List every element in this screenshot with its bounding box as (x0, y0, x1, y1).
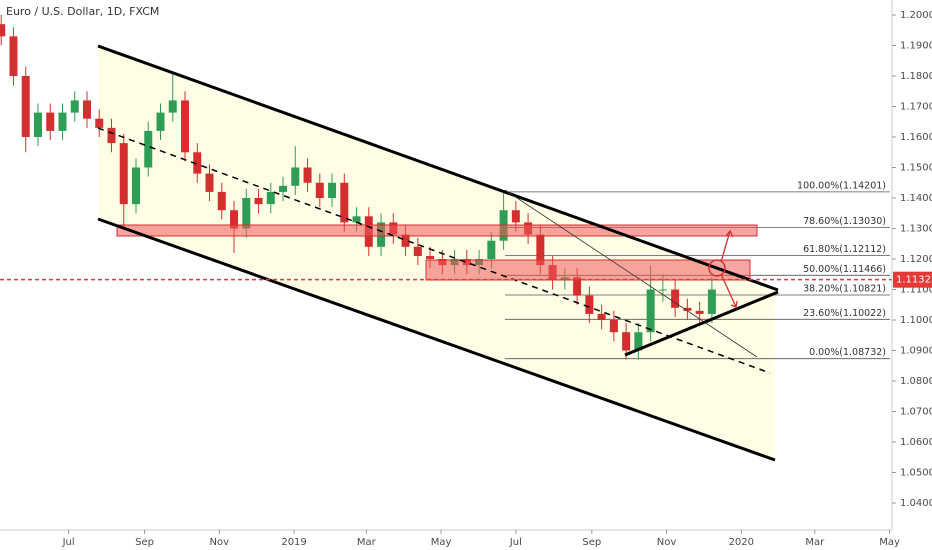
candle-body (622, 332, 631, 351)
y-tick-label: 1.18000 (900, 71, 932, 82)
candle-body (9, 36, 18, 77)
fib-label: 0.00%(1.08732) (809, 347, 886, 358)
candle-body (291, 167, 300, 186)
candle-body (671, 289, 680, 308)
y-tick-label: 1.08000 (900, 376, 932, 387)
candle-body (266, 191, 275, 205)
y-tick-label: 1.09000 (900, 346, 932, 357)
candle-body (352, 216, 361, 223)
candle-body (217, 191, 226, 211)
overlay: 100.00%(1.14201) 78.60%(1.13030) 61.80%(1.… (0, 180, 892, 358)
candle-body (573, 277, 582, 296)
y-tick-label: 1.19000 (900, 41, 932, 52)
candle-body (193, 152, 202, 174)
fib-label: 78.60%(1.13030) (803, 216, 886, 227)
candle-body (230, 210, 239, 229)
y-tick-label: 1.04000 (900, 498, 932, 509)
fib-label: 23.60%(1.10022) (803, 308, 886, 319)
y-tick-label: 1.20000 (900, 10, 932, 21)
y-tick-label: 1.11000 (900, 285, 932, 296)
last-price-box (893, 271, 932, 288)
x-tick-label: May (879, 537, 900, 548)
last-price-label: 1.11322 (896, 275, 932, 286)
candle-body (70, 100, 79, 113)
candle-body (658, 289, 667, 291)
channel-fill (98, 46, 775, 460)
fib-label: 50.00%(1.11466) (803, 264, 886, 275)
y-tick-label: 1.06000 (900, 437, 932, 448)
x-tick-label: Sep (582, 537, 601, 548)
candle-body (511, 210, 520, 223)
x-tick-label: Nov (210, 537, 230, 548)
candle-body (634, 332, 643, 351)
candle-body (707, 289, 716, 314)
candle-body (168, 100, 177, 113)
x-tick-label: Mar (357, 537, 377, 548)
channel-top (97, 44, 779, 292)
candle-body (597, 313, 606, 321)
candle-body (254, 198, 263, 205)
y-tick-label: 1.12000 (900, 254, 932, 265)
x-tick-label: May (431, 537, 452, 548)
candle-body (242, 198, 251, 229)
candle-body (303, 167, 312, 183)
candle-body (205, 173, 214, 192)
candle-body (82, 100, 91, 119)
y-tick-label: 1.17000 (900, 102, 932, 113)
marker-circle (708, 259, 726, 277)
candle-body (413, 246, 422, 256)
candle-body (536, 234, 545, 266)
candle-body (181, 100, 190, 153)
candle-body (315, 182, 324, 199)
scenario-arrows (720, 229, 738, 308)
candle-body (328, 182, 337, 199)
y-tick-label: 1.15000 (900, 163, 932, 174)
candle-body (695, 310, 704, 314)
y-tick-label: 1.07000 (900, 407, 932, 418)
candle-body (95, 118, 104, 128)
y-tick-label: 1.14000 (900, 193, 932, 204)
y-tick-label: 1.13000 (900, 224, 932, 235)
candle-body (279, 185, 288, 192)
fib-label: 100.00%(1.14201) (797, 180, 886, 191)
candle-body (119, 143, 128, 205)
resistance-zone (116, 224, 758, 237)
candle-body (33, 112, 42, 138)
x-tick-label: Sep (135, 537, 154, 548)
candle-body (46, 112, 55, 131)
chart-title: Euro / U.S. Dollar, 1D, FXCM (6, 5, 159, 18)
candle-body (585, 295, 594, 314)
candle-body (646, 289, 655, 333)
candle-body (401, 234, 410, 247)
candle-body (609, 320, 618, 333)
candle-body (487, 240, 496, 260)
x-tick-label: Mar (805, 537, 825, 548)
candle-body (0, 24, 6, 37)
candle-body (426, 255, 435, 260)
candle-body (107, 127, 116, 144)
candle-body (58, 112, 67, 131)
channel-bottom (97, 217, 776, 462)
y-tick-label: 1.10000 (900, 315, 932, 326)
candle-body (340, 182, 349, 223)
y-tick-label: 1.16000 (900, 132, 932, 143)
candle-body (144, 130, 153, 168)
x-tick-label: Jul (509, 537, 522, 548)
x-tick-label: 2019 (281, 537, 306, 548)
triangle-base (624, 290, 779, 357)
candle-body (132, 167, 141, 205)
candle-body (21, 76, 30, 138)
candle-body (156, 112, 165, 131)
x-tick-label: Jul (62, 537, 75, 548)
axes: 1.20000 1.19000 1.18000 1.17000 1.16000 1.150… (62, 10, 932, 548)
trend-line (504, 189, 758, 358)
channel-mid (97, 127, 771, 374)
candle-body (683, 307, 692, 311)
x-tick-label: Nov (657, 537, 677, 548)
fib-label: 38.20%(1.10821) (803, 283, 886, 294)
fib-label: 61.80%(1.12112) (803, 244, 886, 255)
y-tick-label: 1.05000 (900, 468, 932, 479)
x-tick-label: 2020 (729, 537, 754, 548)
